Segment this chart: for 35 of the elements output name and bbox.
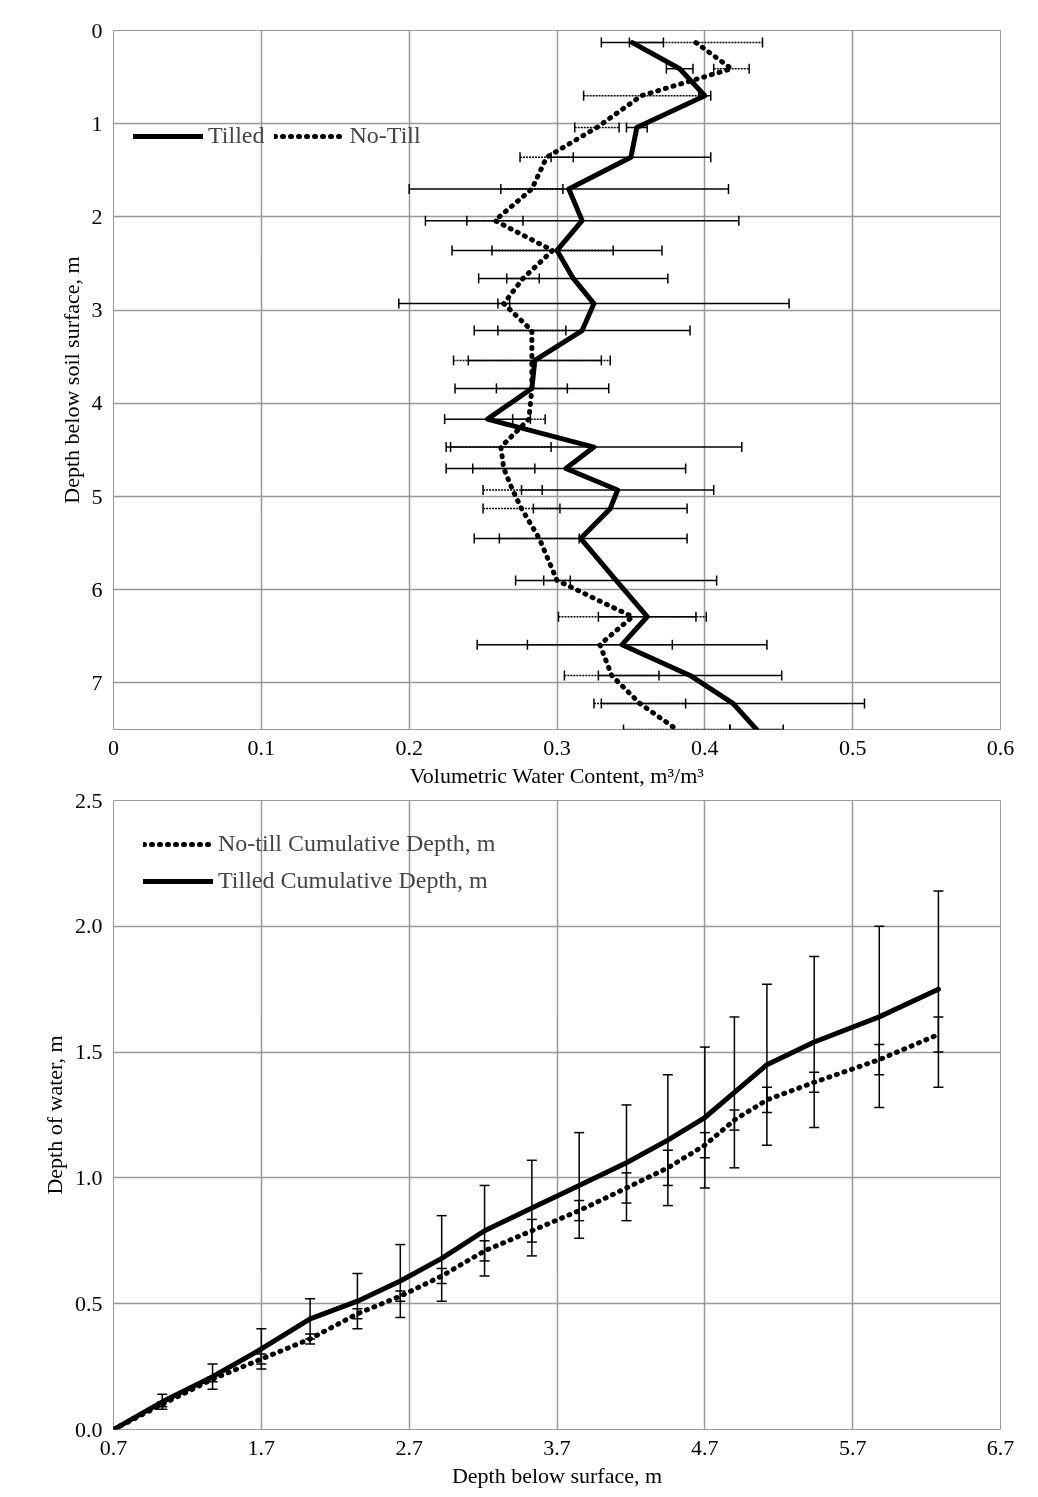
- x-tick-label: 0.5: [838, 734, 867, 760]
- y-axis-title: Depth below soil surface, m: [58, 256, 84, 504]
- x-tick-label: 2.7: [395, 1434, 423, 1460]
- x-tick-label: 0.6: [986, 734, 1015, 760]
- x-axis-title: Volumetric Water Content, m³/m³: [409, 762, 705, 788]
- x-tick-label: 3.7: [543, 1434, 571, 1460]
- x-tick-label: 0.4: [691, 734, 719, 760]
- x-axis-title: Depth below surface, m: [451, 1462, 663, 1488]
- y-tick-label: 2: [91, 203, 103, 229]
- y-tick-label: 7: [91, 669, 103, 695]
- y-axis-title: Depth of water, m: [42, 1035, 67, 1195]
- x-tick-label: 0: [108, 734, 119, 760]
- x-tick-label: 4.7: [691, 1434, 719, 1460]
- x-tick-label: 0.1: [247, 734, 276, 760]
- x-tick-label: 1.7: [247, 1434, 276, 1460]
- y-tick-label: 1: [91, 110, 103, 136]
- legend-label: No-till Cumulative Depth, m: [218, 830, 496, 857]
- x-tick-label: 0.2: [395, 734, 423, 760]
- y-tick-label: 6: [91, 576, 103, 602]
- y-tick-label: 5: [91, 483, 103, 509]
- x-tick-label: 5.7: [838, 1434, 867, 1460]
- y-tick-label: 1.0: [75, 1164, 103, 1190]
- y-tick-label: 4: [91, 390, 103, 416]
- y-tick-label: 2.5: [75, 787, 103, 813]
- y-tick-label: 1.5: [75, 1039, 103, 1065]
- y-tick-label: 3: [91, 297, 103, 323]
- x-tick-label: 0.3: [543, 734, 571, 760]
- legend-label: No-Till: [349, 122, 421, 149]
- y-tick-label: 0: [91, 17, 103, 43]
- y-tick-label: 2.0: [75, 913, 103, 939]
- legend-label: Tilled Cumulative Depth, m: [218, 867, 488, 894]
- y-tick-label: 0.0: [75, 1416, 103, 1442]
- x-tick-label: 6.7: [986, 1434, 1015, 1460]
- y-tick-label: 0.5: [75, 1290, 103, 1316]
- legend-label: Tilled: [208, 122, 265, 149]
